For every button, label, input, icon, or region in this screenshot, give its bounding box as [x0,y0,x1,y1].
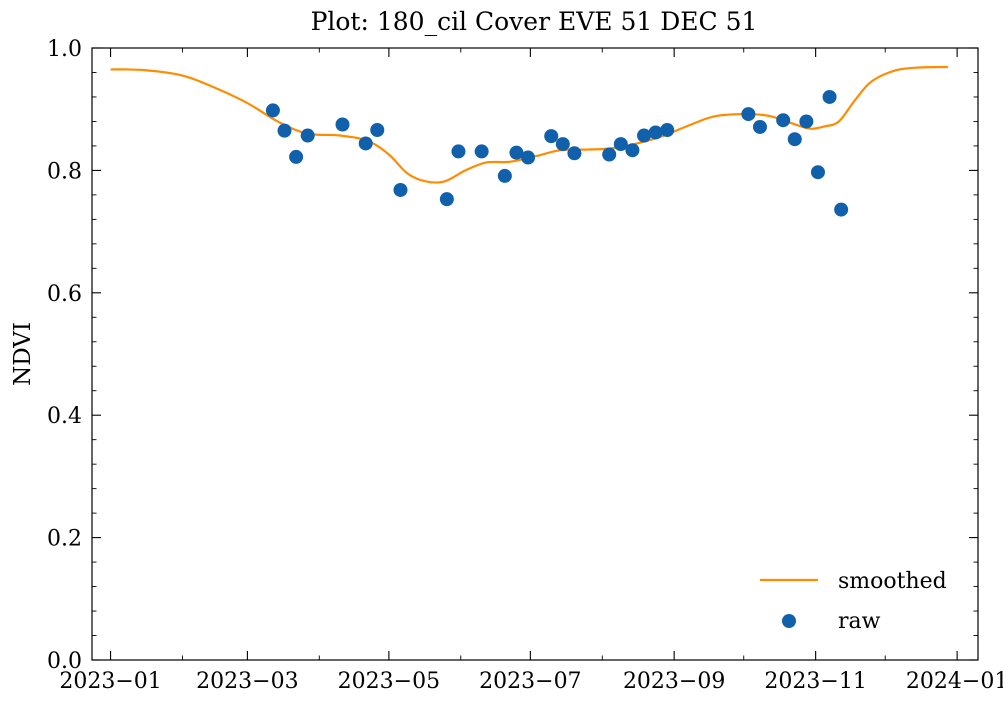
raw-point [648,125,663,140]
axes-frame [91,47,979,661]
raw-point [370,123,385,138]
raw-point [335,117,350,132]
raw-point [521,150,536,165]
raw-point [289,149,304,164]
smoothed-series-line [110,65,948,184]
y-tick-label: 0.0 [47,649,82,674]
x-tick-label: 2024−01 [906,669,1003,694]
legend-raw-label: raw [838,609,881,634]
raw-point [741,107,756,122]
raw-point [544,129,559,144]
raw-point [439,192,454,207]
raw-point [602,147,617,162]
y-tick-label: 0.6 [47,282,82,307]
y-tick-label: 1.0 [47,37,82,62]
raw-point [625,143,640,158]
raw-point [810,165,825,180]
raw-point [509,145,524,160]
legend-smoothed-label: smoothed [838,569,947,594]
raw-point [265,103,280,118]
x-tick-label: 2023−07 [479,669,581,694]
raw-point [799,114,814,129]
raw-point [822,89,837,104]
raw-point [776,113,791,128]
raw-point [497,168,512,183]
x-tick-label: 2023−03 [196,669,298,694]
plot-area: 0.0 0.2 0.4 0.6 0.8 1.0 2023−01 2023−03 2023−05 2… [47,37,1003,694]
y-tick-label: 0.8 [47,159,82,184]
y-tick-label: 0.2 [47,527,82,552]
raw-point [752,119,767,134]
raw-point [451,144,466,159]
raw-point [358,136,373,151]
raw-point [393,182,408,197]
x-tick-label: 2023−11 [764,669,866,694]
legend: smoothed raw [760,569,947,634]
raw-point [555,137,570,152]
raw-point [637,128,652,143]
y-axis-label: NDVI [10,322,36,386]
raw-point [277,123,292,138]
x-tick-label: 2023−09 [623,669,725,694]
y-tick-label: 0.4 [47,404,82,429]
raw-point [613,137,628,152]
legend-raw-swatch [782,614,796,628]
chart-title: Plot: 180_cil Cover EVE 51 DEC 51 [311,7,758,36]
raw-point [474,144,489,159]
raw-point [834,202,849,217]
raw-point [300,128,315,143]
raw-point [787,132,802,147]
raw-point [567,146,582,161]
x-tick-label: 2023−05 [338,669,440,694]
raw-point [660,123,675,138]
x-tick-label: 2023−01 [59,669,161,694]
